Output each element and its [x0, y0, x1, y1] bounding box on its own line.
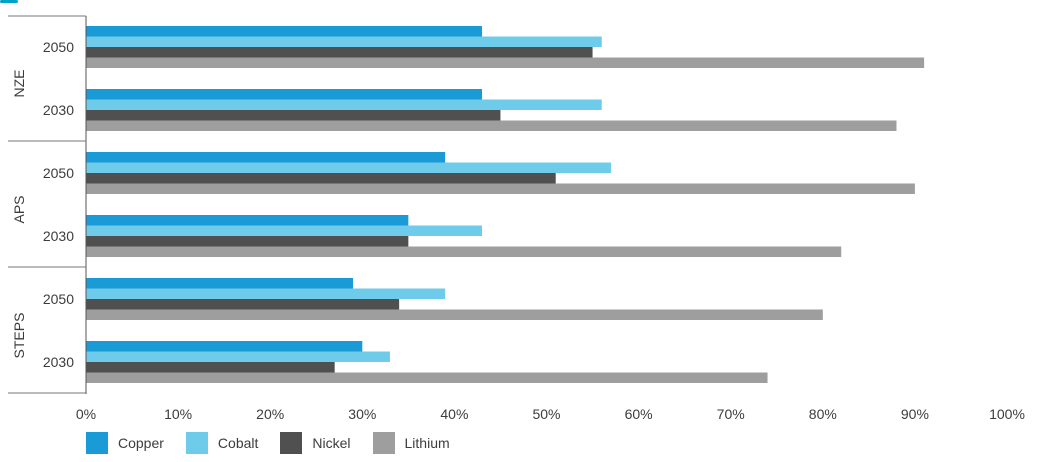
x-tick-label: 40% — [440, 406, 468, 422]
bar-copper-steps-2030 — [86, 341, 363, 352]
category-label: 2050 — [43, 39, 74, 55]
bar-cobalt-nze-2030 — [86, 99, 602, 110]
bar-nickel-steps-2050 — [86, 299, 400, 310]
group-label: APS — [11, 195, 27, 223]
category-label: 2050 — [43, 165, 74, 181]
bar-nickel-aps-2050 — [86, 173, 556, 184]
x-tick-label: 0% — [76, 406, 96, 422]
legend-item-nickel: Nickel — [280, 432, 351, 454]
category-label: 2030 — [43, 228, 74, 244]
bar-copper-steps-2050 — [86, 278, 354, 289]
legend: Copper Cobalt Nickel Lithium — [86, 431, 472, 455]
bar-lithium-aps-2030 — [86, 246, 842, 257]
corner-accent-mark — [0, 0, 18, 3]
x-tick-label: 30% — [348, 406, 376, 422]
bar-chart: 2050 2030 NZE 2050 2030 APS 2050 2030 STEPS 0% 10%… — [8, 15, 1025, 422]
labels-layer: 2050 2030 NZE 2050 2030 APS 2050 2030 STEPS 0% 10%… — [11, 39, 1025, 422]
group-label: NZE — [11, 70, 27, 98]
legend-label: Lithium — [404, 435, 450, 451]
axes-layer — [8, 15, 87, 394]
bar-lithium-nze-2030 — [86, 120, 897, 131]
bar-cobalt-aps-2030 — [86, 225, 483, 236]
legend-swatch — [372, 432, 395, 454]
bar-cobalt-nze-2050 — [86, 36, 602, 47]
bar-nickel-aps-2030 — [86, 236, 409, 247]
legend-label: Copper — [118, 435, 164, 451]
legend-label: Nickel — [312, 435, 351, 451]
x-tick-label: 100% — [989, 406, 1025, 422]
legend-item-lithium: Lithium — [372, 432, 450, 454]
category-label: 2030 — [43, 354, 74, 370]
x-tick-label: 60% — [625, 406, 653, 422]
bar-copper-aps-2030 — [86, 215, 409, 226]
x-tick-label: 10% — [164, 406, 192, 422]
legend-swatch — [280, 432, 303, 454]
x-tick-label: 70% — [717, 406, 745, 422]
bar-copper-nze-2050 — [86, 26, 483, 37]
category-label: 2030 — [43, 102, 74, 118]
x-tick-label: 20% — [256, 406, 284, 422]
bar-lithium-nze-2050 — [86, 57, 925, 68]
bar-cobalt-steps-2030 — [86, 351, 390, 362]
x-tick-label: 80% — [809, 406, 837, 422]
bar-cobalt-aps-2050 — [86, 162, 611, 173]
bar-copper-aps-2050 — [86, 152, 446, 163]
legend-label: Cobalt — [217, 435, 259, 451]
legend-item-copper: Copper — [86, 432, 164, 454]
bar-copper-nze-2030 — [86, 89, 483, 100]
bar-nickel-nze-2030 — [86, 110, 501, 121]
x-tick-label: 90% — [901, 406, 929, 422]
bar-nickel-steps-2030 — [86, 362, 335, 373]
bar-cobalt-steps-2050 — [86, 288, 446, 299]
bar-lithium-steps-2050 — [86, 309, 823, 320]
legend-item-cobalt: Cobalt — [185, 432, 259, 454]
bar-lithium-steps-2030 — [86, 372, 768, 383]
x-tick-label: 50% — [532, 406, 560, 422]
legend-swatch — [86, 432, 108, 454]
bar-lithium-aps-2050 — [86, 183, 915, 194]
bars-layer — [86, 26, 925, 383]
group-label: STEPS — [11, 313, 27, 359]
bar-nickel-nze-2050 — [86, 47, 593, 58]
category-label: 2050 — [43, 291, 74, 307]
legend-swatch — [185, 432, 208, 454]
